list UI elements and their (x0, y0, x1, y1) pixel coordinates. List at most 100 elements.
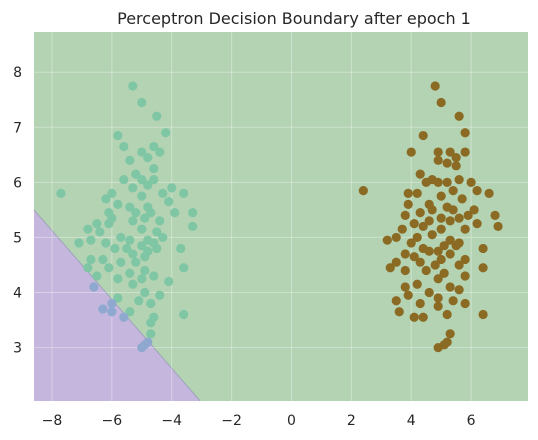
data-point (116, 257, 126, 267)
data-point (433, 246, 443, 256)
data-point (137, 191, 147, 201)
data-point (400, 282, 410, 292)
x-tick-label: −4 (161, 413, 182, 429)
data-point (418, 312, 428, 322)
data-point (454, 260, 464, 270)
data-point (146, 318, 156, 328)
series-1 (358, 81, 503, 353)
data-point (179, 263, 189, 273)
data-point (439, 340, 449, 350)
data-point (454, 285, 464, 295)
data-point (137, 175, 147, 185)
data-point (424, 216, 434, 226)
data-point (445, 216, 455, 226)
data-point (460, 128, 470, 138)
data-point (188, 221, 198, 232)
data-point (83, 263, 93, 273)
data-point (460, 147, 470, 157)
data-point (421, 177, 431, 187)
y-tick-label: 3 (13, 341, 22, 357)
data-point (95, 227, 105, 237)
data-point (149, 163, 159, 174)
data-point (406, 238, 416, 248)
data-point (421, 265, 431, 276)
data-point (460, 224, 470, 234)
data-point (433, 301, 443, 311)
data-point (56, 188, 66, 198)
data-point (92, 271, 102, 281)
data-point (152, 111, 162, 121)
data-point (433, 155, 443, 165)
data-point (433, 274, 443, 284)
data-point (460, 271, 470, 281)
data-point (400, 210, 410, 220)
data-point (128, 216, 138, 226)
data-point (448, 186, 458, 196)
x-tick-label: −2 (221, 413, 242, 429)
data-point (149, 141, 159, 152)
data-point (149, 271, 159, 281)
data-point (478, 243, 488, 254)
data-point (391, 296, 401, 306)
series-0 (56, 81, 198, 353)
data-point (418, 130, 428, 141)
data-point (158, 188, 168, 198)
data-point (397, 224, 407, 234)
chart-title: Perceptron Decision Boundary after epoch… (117, 9, 471, 28)
data-point (430, 260, 440, 270)
data-point (478, 263, 488, 273)
data-point (439, 268, 449, 278)
data-point (358, 186, 368, 196)
data-point (472, 186, 482, 196)
data-point (415, 298, 425, 309)
data-point (442, 158, 452, 168)
data-point (107, 188, 117, 198)
x-tick-label: 6 (467, 413, 476, 429)
data-point (454, 175, 464, 185)
data-point (143, 152, 153, 163)
data-point (445, 282, 455, 292)
data-point (146, 298, 156, 309)
data-point (131, 169, 141, 179)
data-point (101, 238, 111, 248)
data-point (403, 199, 413, 209)
data-point (164, 276, 174, 287)
data-point (427, 205, 437, 215)
data-point (119, 312, 129, 322)
data-point (152, 227, 162, 237)
data-point (131, 257, 141, 267)
data-point (104, 263, 114, 273)
x-tick-label: −6 (102, 413, 123, 429)
data-point (101, 194, 111, 204)
data-point (466, 177, 476, 187)
data-point (394, 307, 404, 317)
data-point (89, 282, 99, 292)
data-point (113, 130, 123, 141)
data-point (433, 177, 443, 187)
data-point (149, 175, 159, 185)
data-point (436, 254, 446, 265)
data-point (140, 265, 150, 276)
data-point (137, 147, 147, 157)
data-point (391, 232, 401, 243)
data-point (445, 235, 455, 245)
data-point (125, 202, 135, 212)
data-point (110, 243, 120, 254)
data-point (179, 309, 189, 320)
data-point (457, 194, 467, 204)
data-point (122, 243, 132, 254)
data-point (433, 293, 443, 303)
data-point (490, 210, 500, 220)
data-point (460, 298, 470, 309)
data-point (403, 290, 413, 300)
data-point (439, 241, 449, 251)
data-point (179, 188, 189, 198)
data-point (433, 147, 443, 157)
data-point (406, 147, 416, 157)
x-tick-label: −8 (42, 413, 63, 429)
data-point (98, 304, 108, 314)
data-point (436, 97, 446, 108)
data-point (134, 296, 144, 306)
